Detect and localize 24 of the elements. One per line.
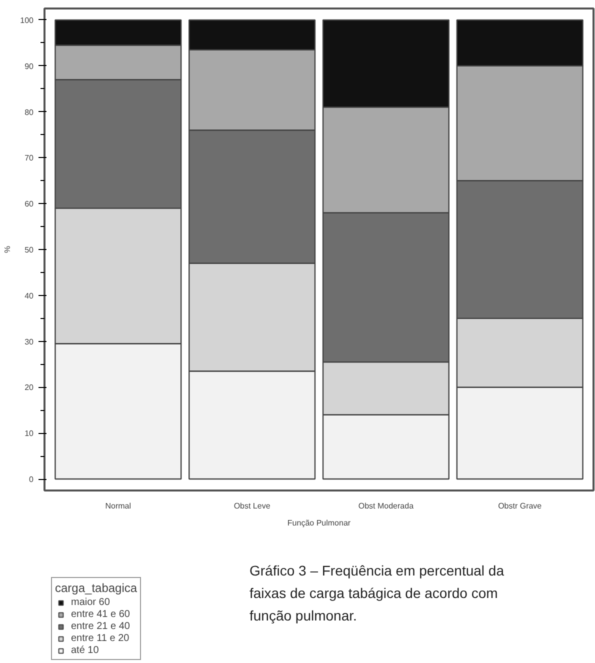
y-tick-label: 40	[24, 291, 34, 300]
x-tick-label: Normal	[105, 502, 132, 510]
legend-label: maior 60	[71, 597, 110, 608]
y-tick-label: 50	[24, 246, 34, 254]
y-tick-label: 60	[24, 200, 34, 209]
legend-title: carga_tabagica	[55, 581, 138, 595]
y-tick-label: 20	[24, 383, 34, 392]
y-tick-label: 100	[20, 16, 34, 25]
legend-label: entre 21 e 40	[71, 621, 130, 632]
y-tick-label: 0	[29, 475, 34, 484]
x-axis-title: Função Pulmonar	[287, 518, 351, 528]
text: Gráfico 3 – Freqüência em percentual da faixas de carga tabágica de acordo com função pulmonar.	[250, 562, 504, 624]
x-tick-label: Obst Leve	[234, 502, 271, 510]
y-tick-label: 10	[24, 429, 34, 438]
legend-label: entre 11 e 20	[71, 633, 130, 644]
x-tick-label: Obst Moderada	[358, 502, 414, 510]
y-tick-label: 30	[24, 337, 34, 346]
y-tick-label: 70	[24, 154, 34, 163]
x-tick-label: Obstr Grave	[498, 502, 542, 510]
legend-label: até 10	[71, 645, 99, 656]
legend-label: entre 41 e 60	[71, 609, 130, 620]
y-tick-label: 90	[24, 62, 34, 71]
y-axis-title: %	[3, 246, 12, 254]
y-tick-label: 80	[24, 108, 34, 117]
